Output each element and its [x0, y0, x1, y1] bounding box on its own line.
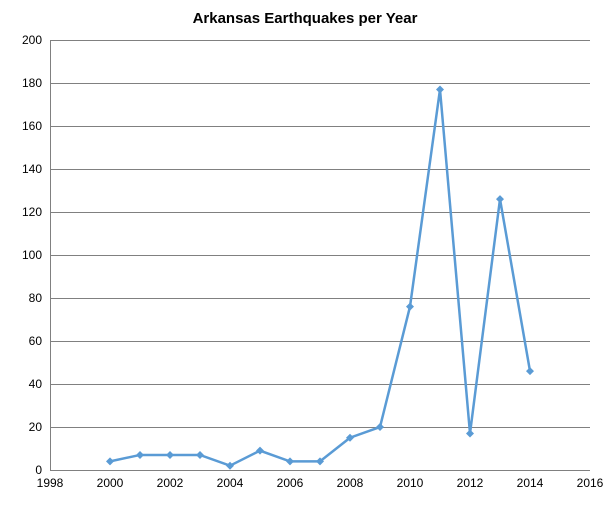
x-tick-label: 2008 — [330, 476, 370, 490]
data-marker — [496, 195, 504, 203]
data-marker — [376, 423, 384, 431]
series-line — [110, 89, 530, 465]
data-marker — [526, 367, 534, 375]
data-marker — [466, 429, 474, 437]
data-marker — [166, 451, 174, 459]
data-marker — [136, 451, 144, 459]
y-tick-label: 40 — [29, 377, 42, 391]
y-tick-label: 180 — [22, 76, 42, 90]
x-tick-label: 2004 — [210, 476, 250, 490]
x-tick-label: 2010 — [390, 476, 430, 490]
data-marker — [436, 85, 444, 93]
data-marker — [286, 457, 294, 465]
data-marker — [406, 303, 414, 311]
plot-area: 0204060801001201401601802001998200020022… — [50, 40, 590, 470]
x-tick-label: 2000 — [90, 476, 130, 490]
chart-container: Arkansas Earthquakes per Year 0204060801… — [0, 0, 610, 513]
y-tick-label: 20 — [29, 420, 42, 434]
y-tick-label: 200 — [22, 33, 42, 47]
y-tick-label: 60 — [29, 334, 42, 348]
x-tick-label: 2012 — [450, 476, 490, 490]
y-tick-label: 80 — [29, 291, 42, 305]
y-tick-label: 120 — [22, 205, 42, 219]
data-marker — [196, 451, 204, 459]
data-marker — [106, 457, 114, 465]
x-tick-label: 2016 — [570, 476, 610, 490]
y-tick-label: 160 — [22, 119, 42, 133]
x-tick-label: 2014 — [510, 476, 550, 490]
x-tick-label: 2002 — [150, 476, 190, 490]
y-tick-label: 0 — [35, 463, 42, 477]
chart-title: Arkansas Earthquakes per Year — [0, 10, 610, 27]
x-tick-label: 2006 — [270, 476, 310, 490]
chart-svg — [50, 40, 590, 470]
x-tick-label: 1998 — [30, 476, 70, 490]
y-tick-label: 100 — [22, 248, 42, 262]
y-tick-label: 140 — [22, 162, 42, 176]
